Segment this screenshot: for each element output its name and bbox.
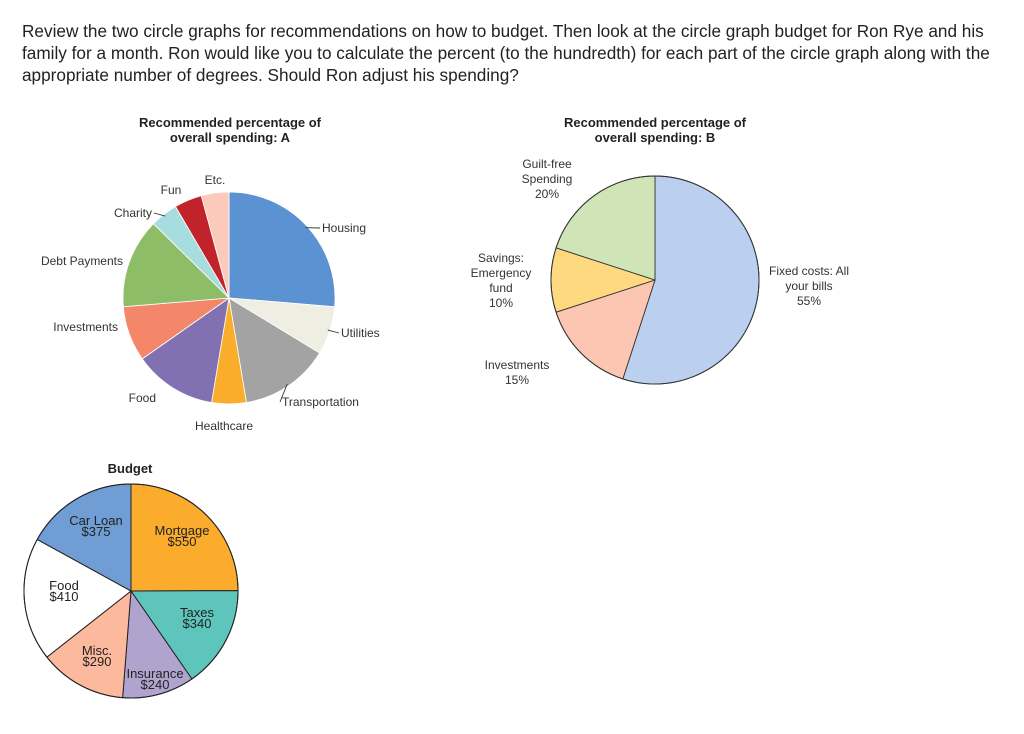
question-text: Review the two circle graphs for recomme… xyxy=(22,21,990,85)
chart-b-title-line-1: Recommended percentage of xyxy=(563,115,747,130)
budget-label-misc: Misc. $290 xyxy=(82,643,112,669)
chart-b-title-line-2: overall spending: B xyxy=(594,130,716,145)
chart-a-leader-transportation xyxy=(279,383,288,403)
chart-budget-title: Budget xyxy=(107,461,153,476)
chart-a-slice-debt-payments xyxy=(122,223,230,308)
budget-label-mortgage: Mortgage $550 xyxy=(155,523,210,549)
chart-a-slice-etc xyxy=(200,191,230,299)
chart-b-outline xyxy=(550,175,760,385)
chart-b-label-guilt-free-spending: Guilt-free Spending 20% xyxy=(522,157,573,201)
chart-b-label-fixed-costs-all-your-bills: Fixed costs: All your bills 55% xyxy=(769,264,849,308)
budget-label-food: Food $410 xyxy=(49,578,79,604)
chart-b-title: Recommended percentage of overall spendi… xyxy=(525,115,785,145)
chart-a-slice-food xyxy=(141,297,230,403)
chart-b-label-investments: Investments 15% xyxy=(485,358,550,387)
chart-a-label-charity: Charity xyxy=(114,206,152,220)
chart-a-label-housing: Housing xyxy=(322,221,366,235)
chart-a-label-food: Food xyxy=(129,391,156,405)
chart-a-label-investments: Investments xyxy=(53,320,118,334)
budget-label-insurance: Insurance $240 xyxy=(126,666,183,692)
chart-a-title: Recommended percentage of overall spendi… xyxy=(100,115,360,145)
chart-b-label-savings-emergency-fund: Savings: Emergency fund 10% xyxy=(471,251,532,310)
chart-a-leader-charity xyxy=(153,212,166,217)
chart-a-slice-housing xyxy=(228,191,336,308)
chart-a-slice-transportation xyxy=(228,297,321,403)
chart-a-label-healthcare: Healthcare xyxy=(195,419,253,433)
chart-a-leader-utilities xyxy=(327,329,340,334)
chart-a-label-utilities: Utilities xyxy=(341,326,380,340)
chart-a-title-line-1: Recommended percentage of xyxy=(138,115,322,130)
chart-a-title-line-2: overall spending: A xyxy=(169,130,291,145)
chart-a-label-fun: Fun xyxy=(161,183,182,197)
chart-a-label-debt-payments: Debt Payments xyxy=(41,254,123,268)
budget-label-taxes: Taxes $340 xyxy=(180,605,214,631)
budget-label-car-loan: Car Loan $375 xyxy=(69,513,122,539)
budget-outline xyxy=(23,483,239,699)
chart-a-label-etc: Etc. xyxy=(205,173,226,187)
chart-a-label-transportation: Transportation xyxy=(282,395,359,409)
